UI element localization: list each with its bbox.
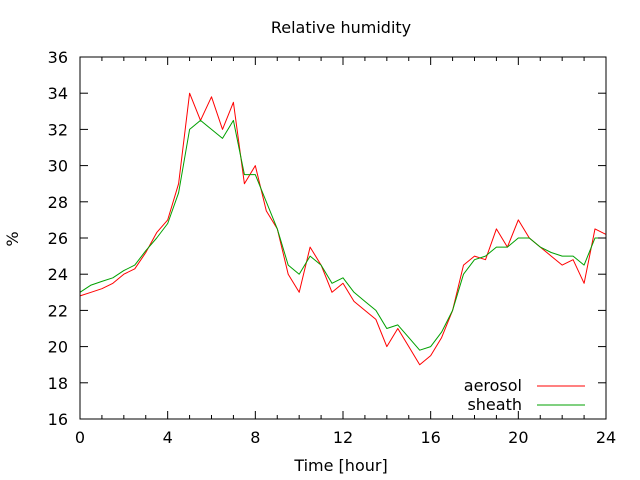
- y-tick-label: 32: [48, 120, 68, 139]
- y-axis-label: %: [3, 231, 22, 246]
- y-tick-label: 26: [48, 229, 68, 248]
- legend-label-aerosol: aerosol: [464, 376, 522, 395]
- x-axis-label: Time [hour]: [293, 456, 387, 475]
- series-line-aerosol: [79, 92, 607, 366]
- y-tick-label: 28: [48, 193, 68, 212]
- x-tick-label: 12: [333, 428, 353, 447]
- x-tick-label: 4: [163, 428, 173, 447]
- x-tick-label: 0: [75, 428, 85, 447]
- y-tick-label: 34: [48, 84, 68, 103]
- x-tick-label: 16: [420, 428, 440, 447]
- y-tick-label: 20: [48, 338, 68, 357]
- x-tick-label: 24: [596, 428, 616, 447]
- x-tick-label: 20: [508, 428, 528, 447]
- legend-label-sheath: sheath: [467, 395, 522, 414]
- y-axis: 16 18 20 22 24 26 28 30 32 34 36: [48, 48, 606, 429]
- y-tick-label: 24: [48, 265, 68, 284]
- series-layer: [79, 92, 607, 366]
- series-line-sheath: [79, 119, 606, 351]
- x-tick-label: 8: [250, 428, 260, 447]
- y-tick-label: 16: [48, 410, 68, 429]
- y-tick-label: 18: [48, 374, 68, 393]
- y-tick-label: 22: [48, 301, 68, 320]
- y-tick-label: 36: [48, 48, 68, 67]
- y-tick-label: 30: [48, 157, 68, 176]
- chart-title: Relative humidity: [271, 18, 411, 37]
- x-axis: 0 4 8 12 16 20 24: [75, 57, 616, 447]
- legend: aerosol sheath: [464, 376, 585, 414]
